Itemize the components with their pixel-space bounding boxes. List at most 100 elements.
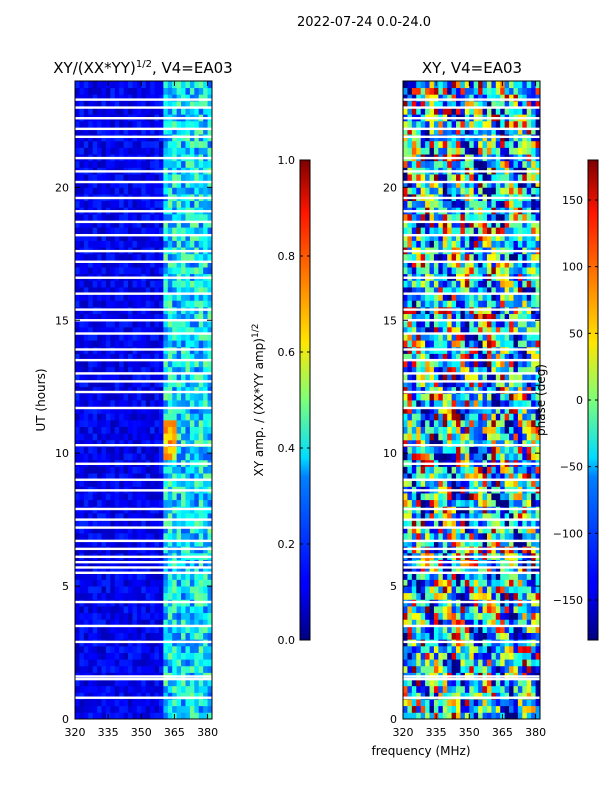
heatmap-cell (75, 147, 80, 155)
heatmap-cell (207, 625, 213, 634)
heatmap-cell (442, 519, 448, 527)
left-colorbar (299, 159, 311, 641)
heatmap-cell (425, 373, 430, 381)
heatmap-cell (517, 566, 523, 574)
heatmap-cell (79, 632, 85, 640)
heatmap-cell (97, 539, 102, 547)
heatmap-cell (105, 280, 111, 288)
heatmap-cell (114, 87, 120, 95)
heatmap-cell (158, 665, 164, 673)
heatmap-cell (176, 326, 182, 334)
heatmap-cell (460, 519, 466, 527)
flagged-row (75, 566, 212, 569)
heatmap-cell (513, 446, 519, 454)
heatmap-cell (522, 393, 528, 401)
heatmap-cell (469, 479, 475, 487)
heatmap-cell (491, 393, 497, 401)
heatmap-cell (101, 499, 107, 507)
heatmap-cell (416, 699, 422, 707)
heatmap-cell (411, 692, 417, 700)
heatmap-cell (185, 625, 191, 634)
heatmap-cell (79, 619, 85, 627)
heatmap-cell (194, 373, 200, 381)
heatmap-cell (442, 685, 448, 693)
heatmap-cell (172, 326, 178, 334)
heatmap-cell (495, 400, 501, 408)
heatmap-cell (105, 592, 111, 600)
heatmap-cell (101, 446, 107, 454)
heatmap-cell (128, 532, 133, 540)
heatmap-cell (194, 313, 200, 321)
heatmap-cell (464, 579, 470, 587)
heatmap-cell (433, 625, 439, 634)
heatmap-cell (132, 386, 138, 394)
heatmap-cell (407, 519, 413, 527)
heatmap-cell (198, 406, 204, 414)
heatmap-cell (97, 120, 102, 128)
heatmap-cell (513, 586, 519, 594)
heatmap-cell (464, 333, 470, 341)
heatmap-cell (495, 326, 501, 334)
heatmap-cell (172, 386, 178, 394)
heatmap-cell (442, 652, 448, 660)
heatmap-cell (181, 127, 186, 135)
heatmap-cell (486, 705, 492, 713)
heatmap-cell (110, 526, 116, 534)
heatmap-cell (154, 433, 160, 441)
heatmap-cell (158, 147, 164, 155)
heatmap-cell (203, 300, 208, 308)
heatmap-cell (158, 326, 164, 334)
heatmap-cell (158, 120, 164, 128)
heatmap-cell (198, 227, 204, 235)
heatmap-cell (447, 572, 453, 580)
heatmap-cell (92, 479, 98, 487)
heatmap-cell (181, 393, 186, 401)
heatmap-cell (101, 592, 107, 600)
heatmap-cell (442, 473, 448, 481)
heatmap-cell (442, 665, 448, 673)
heatmap-cell (181, 380, 186, 388)
heatmap-cell (150, 326, 155, 334)
heatmap-cell (207, 685, 213, 693)
heatmap-cell (531, 612, 536, 620)
heatmap-cell (145, 539, 151, 547)
heatmap-cell (172, 699, 178, 707)
heatmap-cell (154, 479, 160, 487)
heatmap-cell (79, 665, 85, 673)
heatmap-cell (132, 94, 138, 102)
heatmap-cell (92, 499, 98, 507)
heatmap-cell (110, 652, 116, 660)
heatmap-cell (451, 606, 457, 614)
heatmap-cell (473, 320, 479, 328)
heatmap-cell (158, 679, 164, 687)
heatmap-cell (88, 253, 94, 261)
heatmap-cell (150, 380, 155, 388)
heatmap-cell (189, 519, 195, 527)
heatmap-cell (128, 180, 133, 188)
heatmap-cell (491, 705, 497, 713)
heatmap-cell (535, 493, 541, 501)
heatmap-cell (75, 479, 80, 487)
heatmap-cell (101, 579, 107, 587)
heatmap-cell (83, 526, 89, 534)
heatmap-cell (442, 499, 448, 507)
heatmap-cell (500, 453, 506, 461)
heatmap-cell (176, 373, 182, 381)
heatmap-cell (141, 373, 147, 381)
heatmap-cell (207, 406, 213, 414)
heatmap-cell (438, 353, 444, 361)
heatmap-cell (478, 340, 483, 348)
heatmap-cell (411, 632, 417, 640)
heatmap-cell (486, 393, 492, 401)
heatmap-cell (132, 227, 138, 235)
heatmap-cell (509, 499, 514, 507)
heatmap-cell (416, 320, 422, 328)
heatmap-cell (198, 200, 204, 208)
heatmap-cell (101, 512, 107, 521)
heatmap-cell (416, 326, 422, 334)
heatmap-cell (176, 699, 182, 707)
y-tick-label: 15 (55, 314, 69, 327)
heatmap-cell (141, 625, 147, 634)
heatmap-cell (447, 453, 453, 461)
heatmap-cell (194, 592, 200, 600)
